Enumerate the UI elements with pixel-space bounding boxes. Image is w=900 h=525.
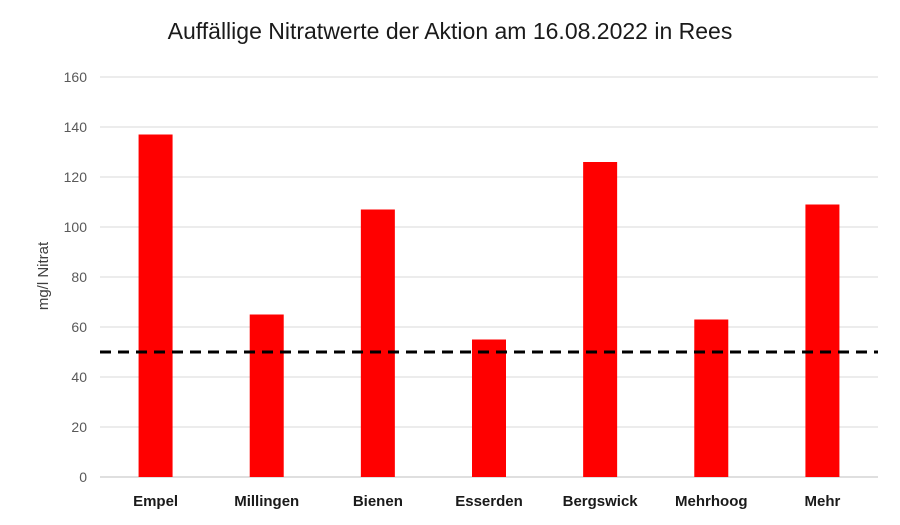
y-tick-label: 120 — [64, 169, 88, 185]
x-tick-label: Bergswick — [563, 493, 639, 510]
x-tick-label: Empel — [133, 493, 178, 510]
bar-empel — [138, 134, 173, 477]
axes: 0 20 40 60 80 100 120 140 160 Empel Millingen Biene… — [64, 69, 841, 510]
y-tick-label: 0 — [79, 469, 87, 485]
bars — [138, 134, 840, 477]
bar-mehr — [805, 204, 840, 477]
y-tick-label: 40 — [71, 369, 87, 385]
bar-bienen — [360, 209, 395, 477]
y-tick-label: 80 — [71, 269, 87, 285]
y-axis-label: mg/l Nitrat — [35, 241, 52, 310]
y-tick-label: 60 — [71, 319, 87, 335]
y-tick-label: 140 — [64, 119, 88, 135]
y-tick-label: 160 — [64, 69, 88, 85]
x-tick-label: Mehr — [805, 493, 841, 510]
bar-mehrhoog — [694, 319, 729, 477]
x-tick-label: Bienen — [353, 493, 403, 510]
bar-bergswick — [583, 162, 618, 477]
bar-esserden — [472, 339, 506, 477]
y-tick-label: 20 — [71, 419, 87, 435]
y-tick-label: 100 — [64, 219, 88, 235]
bar-millingen — [249, 314, 284, 477]
chart-title: Auffällige Nitratwerte der Aktion am 16.… — [167, 18, 733, 44]
x-tick-label: Millingen — [234, 493, 299, 510]
x-tick-label: Mehrhoog — [675, 493, 748, 510]
x-tick-label: Esserden — [455, 493, 523, 510]
